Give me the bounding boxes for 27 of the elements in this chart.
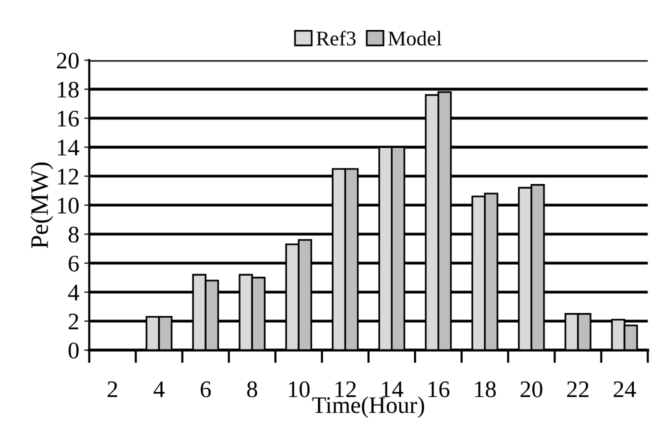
x-tick-label: 18 (475, 381, 496, 398)
y-tick-label: 14 (58, 140, 80, 156)
y-tick-label: 20 (56, 52, 79, 69)
x-tick-label: 20 (520, 381, 542, 398)
y-tick-label: 4 (68, 284, 80, 300)
x-tick-label: 14 (382, 381, 404, 398)
x-tick-label: 24 (614, 381, 636, 398)
y-tick-label: 18 (58, 82, 79, 98)
x-tick-label: 8 (247, 381, 258, 398)
y-tick-label: 0 (68, 342, 79, 359)
x-axis-title: Time(Hour) (312, 396, 424, 418)
x-tick-label: 22 (567, 381, 588, 398)
x-tick-label: 2 (108, 381, 118, 398)
x-tick-label: 12 (336, 381, 356, 398)
y-tick-label: 6 (68, 256, 79, 272)
y-tick-label: 16 (58, 110, 79, 127)
x-tick-label: 16 (428, 381, 450, 398)
y-tick-label: 8 (68, 226, 79, 243)
legend-label: Ref3 (316, 30, 356, 46)
x-tick-label: 4 (154, 382, 165, 398)
y-tick-label: 10 (58, 198, 79, 214)
x-tick-label: 6 (200, 381, 211, 398)
y-tick-label: 2 (68, 314, 78, 330)
x-tick-label: 10 (288, 381, 310, 398)
y-tick-label: 12 (58, 168, 78, 184)
y-axis-title: Pe(MW) (30, 162, 54, 248)
legend-label: Model (388, 30, 442, 46)
